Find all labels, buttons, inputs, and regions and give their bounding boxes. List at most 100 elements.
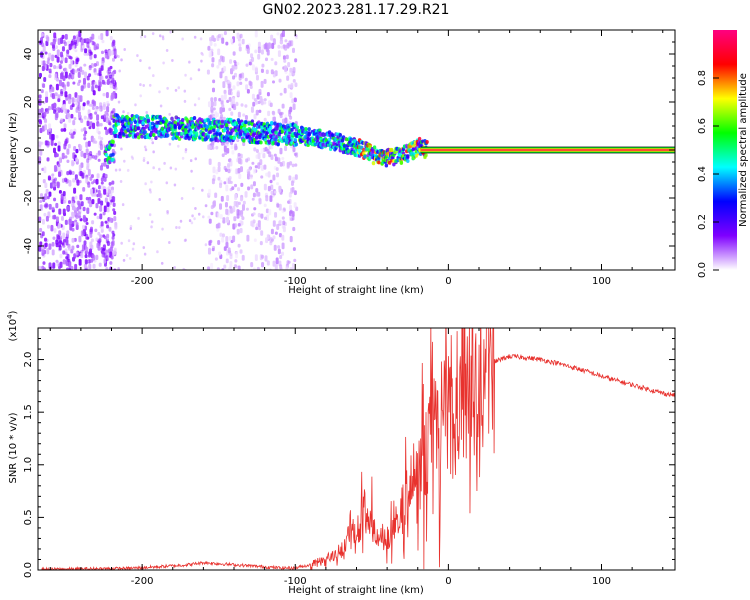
heatmap-cell xyxy=(63,67,67,73)
heatmap-cell xyxy=(248,166,252,172)
heatmap-cell xyxy=(294,174,298,180)
heatmap-cell xyxy=(279,161,283,167)
heatmap-cell xyxy=(237,243,241,248)
heatmap-cell xyxy=(62,232,66,240)
heatmap-cell xyxy=(200,51,203,55)
heatmap-cell xyxy=(120,119,125,124)
heatmap-cell xyxy=(215,112,219,117)
heatmap-cell xyxy=(103,252,107,259)
heatmap-cell xyxy=(81,172,85,179)
heatmap-cell xyxy=(139,35,143,39)
heatmap-cell xyxy=(209,36,213,42)
heatmap-cell xyxy=(252,181,256,187)
heatmap-cell xyxy=(220,114,224,119)
heatmap-cell xyxy=(228,138,232,143)
heatmap-cell xyxy=(273,153,277,157)
heatmap-cell xyxy=(43,111,47,118)
heatmap-cell xyxy=(40,51,44,58)
heatmap-cell xyxy=(74,69,78,73)
heatmap-cell xyxy=(107,186,111,191)
heatmap-cell xyxy=(219,203,223,210)
heatmap-cell xyxy=(291,262,295,270)
heatmap-cell xyxy=(64,219,68,226)
heatmap-cell xyxy=(67,246,71,251)
heatmap-cell xyxy=(251,161,255,165)
heatmap-cell xyxy=(181,37,184,41)
heatmap-cell xyxy=(101,162,105,167)
heatmap-cell xyxy=(281,216,285,220)
heatmap-cell xyxy=(289,266,293,270)
heatmap-cell xyxy=(48,123,52,131)
heatmap-cell xyxy=(51,206,55,211)
heatmap-cell xyxy=(97,189,101,197)
heatmap-cell xyxy=(264,42,268,49)
heatmap-cell xyxy=(267,110,271,117)
heatmap-cell xyxy=(286,42,290,49)
heatmap-cell xyxy=(42,83,46,89)
heatmap-cell xyxy=(223,264,227,269)
heatmap-cell xyxy=(235,101,239,106)
heatmap-cell xyxy=(253,98,257,102)
heatmap-cell xyxy=(70,69,74,73)
y-tick-label: 0.5 xyxy=(23,509,34,525)
heatmap-cell xyxy=(269,195,273,203)
heatmap-cell xyxy=(80,128,84,132)
heatmap-cell xyxy=(276,223,280,230)
heatmap-cell xyxy=(267,185,271,192)
heatmap-cell xyxy=(44,182,48,189)
heatmap-cell xyxy=(55,153,59,158)
heatmap-cell xyxy=(80,201,84,207)
heatmap-cell xyxy=(255,109,259,116)
heatmap-cell xyxy=(288,72,292,77)
heatmap-cell xyxy=(146,118,151,123)
heatmap-cell xyxy=(371,161,376,166)
heatmap-cell xyxy=(56,106,60,111)
heatmap-cell xyxy=(269,179,273,184)
heatmap-cell xyxy=(111,49,115,56)
heatmap-cell xyxy=(197,212,201,216)
heatmap-cell xyxy=(45,40,49,47)
heatmap-cell xyxy=(75,148,79,154)
heatmap-cell xyxy=(235,251,239,259)
heatmap-cell xyxy=(48,74,52,79)
heatmap-cell xyxy=(112,202,116,207)
heatmap-cell xyxy=(53,64,57,70)
heatmap-cell xyxy=(257,46,261,54)
heatmap-cell xyxy=(269,102,273,108)
heatmap-cell xyxy=(204,243,208,247)
heatmap-cell xyxy=(255,148,259,153)
bottom-y-axis: 0.0 0.5 1.0 1.5 2.0 xyxy=(23,338,675,578)
heatmap-cell xyxy=(232,75,236,80)
heatmap-cell xyxy=(237,111,241,118)
heatmap-cell xyxy=(39,200,43,204)
heatmap-cell xyxy=(274,61,278,66)
heatmap-cell xyxy=(92,263,96,269)
heatmap-cell xyxy=(100,33,104,40)
heatmap-cell xyxy=(236,213,240,219)
heatmap-cell xyxy=(234,223,238,228)
heatmap-cell xyxy=(100,75,104,82)
heatmap-cell xyxy=(212,128,216,133)
heatmap-cell xyxy=(90,188,94,195)
heatmap-cell xyxy=(272,235,276,240)
heatmap-cell xyxy=(173,183,177,187)
heatmap-cell xyxy=(118,168,122,172)
heatmap-cell xyxy=(66,81,70,87)
heatmap-cell xyxy=(62,75,66,82)
heatmap-cell xyxy=(152,132,156,137)
bottom-y-axis-label: SNR (10 * v/v) xyxy=(8,412,19,483)
heatmap-cell xyxy=(109,112,113,119)
heatmap-cell xyxy=(108,127,112,134)
heatmap-cell xyxy=(40,89,44,94)
heatmap-cell xyxy=(38,216,42,222)
heatmap-cell xyxy=(83,240,87,246)
heatmap-cell xyxy=(86,100,90,106)
heatmap-cell xyxy=(133,120,138,125)
heatmap-cell xyxy=(155,124,159,129)
heatmap-cell xyxy=(75,251,79,256)
heatmap-cell xyxy=(88,65,92,71)
heatmap-cell xyxy=(240,220,244,226)
heatmap-cell xyxy=(148,83,152,87)
heatmap-cell xyxy=(226,194,230,202)
heatmap-cell xyxy=(177,144,180,148)
